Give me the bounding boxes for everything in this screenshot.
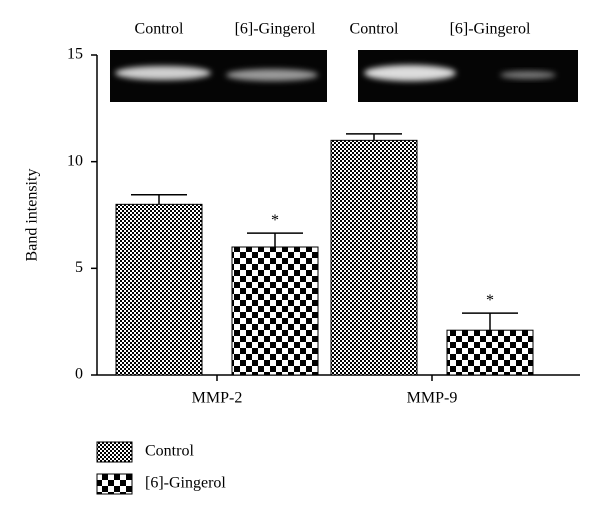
error-bar — [346, 133, 402, 141]
bar — [231, 246, 319, 376]
significance-mark: * — [271, 212, 279, 229]
lane-label: Control — [135, 21, 184, 38]
lane-label: [6]-Gingerol — [235, 21, 316, 38]
blot-image — [110, 50, 327, 102]
significance-mark: * — [486, 292, 494, 309]
y-tick-label: 5 — [75, 259, 83, 276]
bar — [330, 139, 418, 376]
y-axis-label: Band intensity — [24, 169, 41, 262]
lane-label: Control — [350, 21, 399, 38]
bar — [446, 329, 534, 376]
legend-swatch — [96, 473, 133, 495]
x-tick-label: MMP-9 — [407, 390, 458, 407]
y-tick-label: 15 — [67, 46, 83, 63]
error-bar — [462, 312, 518, 331]
error-bar — [131, 193, 187, 205]
legend-label: [6]-Gingerol — [145, 475, 226, 492]
bar — [115, 203, 203, 376]
blot-image — [358, 50, 578, 102]
y-tick-label: 10 — [67, 152, 83, 169]
legend-swatch — [96, 441, 133, 463]
x-tick-label: MMP-2 — [192, 390, 243, 407]
legend-label: Control — [145, 443, 194, 460]
lane-label: [6]-Gingerol — [450, 21, 531, 38]
y-tick-label: 0 — [75, 366, 83, 383]
error-bar — [247, 232, 303, 247]
